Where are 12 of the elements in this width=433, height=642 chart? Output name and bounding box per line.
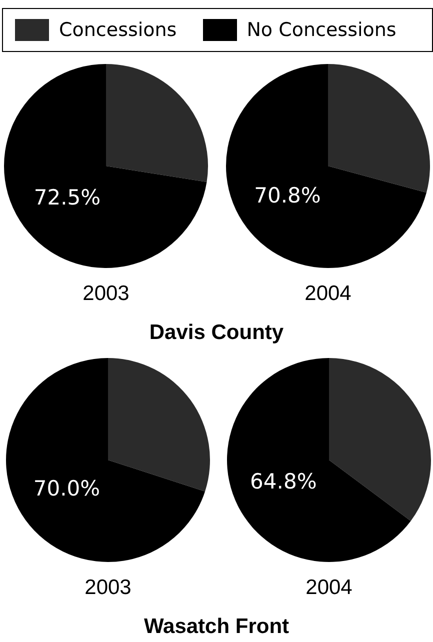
text: 2004 [304,282,352,306]
legend-label: No Concessions [246,19,396,41]
text: Davis County [148,321,285,345]
data-label: 72.5% [34,186,101,210]
data-label: 64.8% [250,469,317,494]
data-label: 70.8% [254,183,321,208]
data-label: 70.0% [33,476,100,500]
text: 2003 [84,576,132,600]
text: Wasatch Front [142,615,290,639]
text: 2003 [82,282,130,306]
text: 2004 [304,576,354,600]
legend-label: Concessions [59,19,177,41]
